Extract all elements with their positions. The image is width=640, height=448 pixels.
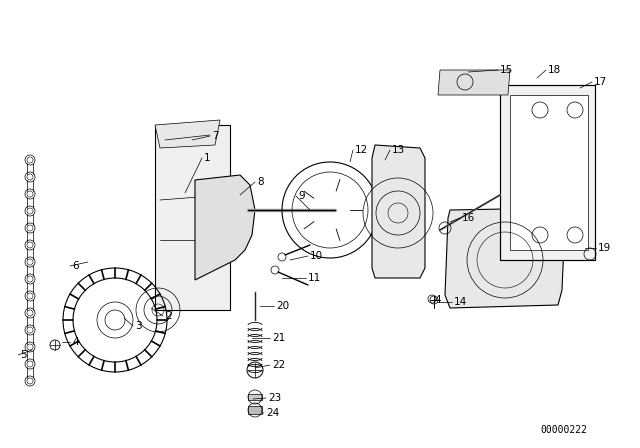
Text: 8: 8 — [257, 177, 264, 187]
Text: 3: 3 — [135, 321, 141, 331]
Text: 5: 5 — [20, 350, 27, 360]
Polygon shape — [248, 406, 262, 414]
Text: 7: 7 — [212, 131, 219, 141]
Text: 00000222: 00000222 — [540, 425, 587, 435]
Text: 24: 24 — [266, 408, 279, 418]
Polygon shape — [155, 120, 220, 148]
Text: 16: 16 — [462, 213, 476, 223]
Text: 20: 20 — [276, 301, 289, 311]
Polygon shape — [500, 85, 595, 260]
Text: 2: 2 — [165, 311, 172, 321]
Text: 13: 13 — [392, 145, 405, 155]
Text: 14: 14 — [454, 297, 467, 307]
Text: 11: 11 — [308, 273, 321, 283]
Polygon shape — [510, 95, 588, 250]
Polygon shape — [248, 394, 262, 400]
Polygon shape — [445, 208, 565, 308]
Text: 9: 9 — [298, 191, 305, 201]
Polygon shape — [372, 145, 425, 278]
Text: 22: 22 — [272, 360, 285, 370]
Polygon shape — [155, 125, 230, 310]
Text: 18: 18 — [548, 65, 561, 75]
Text: 1: 1 — [204, 153, 211, 163]
Polygon shape — [195, 175, 255, 280]
Text: 10: 10 — [310, 251, 323, 261]
Text: 12: 12 — [355, 145, 368, 155]
Text: 21: 21 — [272, 333, 285, 343]
Text: 4: 4 — [72, 337, 79, 347]
Text: 4: 4 — [434, 295, 440, 305]
Polygon shape — [438, 70, 510, 95]
Text: 15: 15 — [500, 65, 513, 75]
Text: 17: 17 — [594, 77, 607, 87]
Text: 23: 23 — [268, 393, 281, 403]
Text: 19: 19 — [598, 243, 611, 253]
Text: 6: 6 — [72, 261, 79, 271]
